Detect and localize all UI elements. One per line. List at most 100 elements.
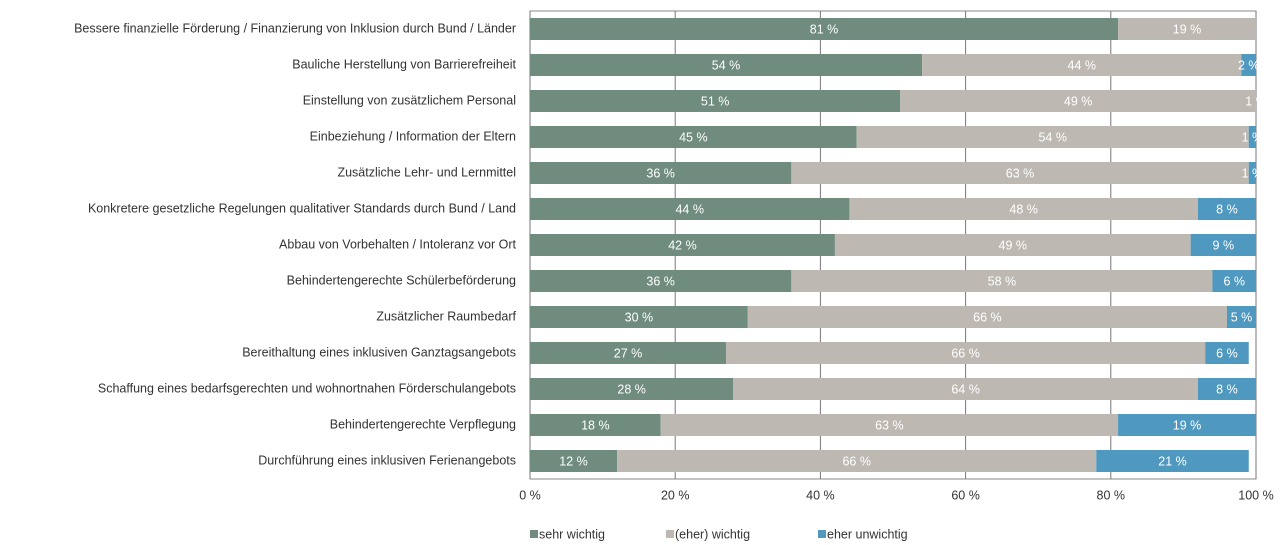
- legend-label: eher unwichtig: [827, 527, 908, 541]
- value-label: 21 %: [1158, 454, 1187, 468]
- bar-segment: [530, 234, 835, 256]
- category-label: Einbeziehung / Information der Eltern: [310, 129, 516, 143]
- value-label: 27 %: [614, 346, 643, 360]
- category-label: Bessere finanzielle Förderung / Finanzie…: [74, 21, 516, 35]
- bar-segment: [530, 198, 850, 220]
- category-label: Bauliche Herstellung von Barrierefreihei…: [292, 57, 516, 71]
- bar-segment: [1212, 270, 1256, 292]
- bar-segment: [530, 450, 618, 472]
- bar-segment: [660, 414, 1119, 436]
- legend-label: sehr wichtig: [539, 527, 605, 541]
- bar-segment: [1205, 342, 1249, 364]
- value-label: 63 %: [1006, 166, 1035, 180]
- value-label: 1 %: [1242, 166, 1264, 180]
- bar-segment: [617, 450, 1097, 472]
- value-label: 18 %: [581, 418, 610, 432]
- bar-segment: [856, 126, 1249, 148]
- value-label: 42 %: [668, 238, 697, 252]
- value-label: 9 %: [1213, 238, 1235, 252]
- value-label: 8 %: [1216, 382, 1238, 396]
- value-label: 19 %: [1173, 22, 1202, 36]
- bar-segment: [1241, 54, 1256, 76]
- bar-segment: [1197, 378, 1256, 400]
- value-label: 6 %: [1223, 274, 1245, 288]
- bar-segment: [530, 162, 792, 184]
- value-label: 49 %: [999, 238, 1028, 252]
- value-label: 64 %: [951, 382, 980, 396]
- value-label: 66 %: [951, 346, 980, 360]
- category-label: Zusätzliche Lehr- und Lernmittel: [337, 165, 516, 179]
- bar-segment: [530, 270, 792, 292]
- value-label: 49 %: [1064, 94, 1093, 108]
- legend-swatch: [818, 530, 826, 538]
- category-label: Einstellung von zusätzlichem Personal: [303, 93, 516, 107]
- value-label: 2 %: [1238, 58, 1260, 72]
- value-label: 51 %: [701, 94, 730, 108]
- bar-segment: [530, 306, 748, 328]
- x-tick-label: 80 %: [1097, 488, 1126, 502]
- bar-segment: [1248, 162, 1256, 184]
- value-label: 5 %: [1231, 310, 1253, 324]
- category-label: Zusätzlicher Raumbedarf: [376, 309, 516, 323]
- value-label: 30 %: [625, 310, 654, 324]
- bars: [530, 18, 1256, 472]
- legend-label: (eher) wichtig: [675, 527, 750, 541]
- value-label: 66 %: [973, 310, 1002, 324]
- bar-segment: [1190, 234, 1256, 256]
- x-tick-label: 40 %: [806, 488, 835, 502]
- value-label: 8 %: [1216, 202, 1238, 216]
- value-label: 6 %: [1216, 346, 1238, 360]
- bar-segment: [1197, 198, 1256, 220]
- value-label: 63 %: [875, 418, 904, 432]
- value-label: 45 %: [679, 130, 708, 144]
- bar-segment: [791, 270, 1213, 292]
- value-label: 36 %: [646, 274, 675, 288]
- bar-segment: [1118, 18, 1256, 40]
- legend-swatch: [530, 530, 538, 538]
- value-label: 58 %: [988, 274, 1017, 288]
- category-label: Schaffung eines bedarfsgerechten und woh…: [98, 381, 516, 395]
- value-label: 81 %: [810, 22, 839, 36]
- value-label: 12 %: [559, 454, 588, 468]
- bar-segment: [530, 378, 734, 400]
- x-tick-label: 20 %: [661, 488, 690, 502]
- labels: 0 % 20 % 40 % 60 % 80 % 100 % Bessere finanzie…: [74, 21, 1274, 541]
- bar-segment: [530, 90, 901, 112]
- bar-segment: [849, 198, 1198, 220]
- value-label: 1 %: [1245, 94, 1267, 108]
- bar-segment: [922, 54, 1242, 76]
- category-label: Abbau von Vorbehalten / Intoleranz vor O…: [279, 237, 516, 251]
- value-label: 36 %: [646, 166, 675, 180]
- value-label: 44 %: [1068, 58, 1097, 72]
- x-tick-label: 100 %: [1238, 488, 1273, 502]
- x-tick-label: 60 %: [951, 488, 980, 502]
- bar-segment: [726, 342, 1206, 364]
- category-label: Konkretere gesetzliche Regelungen qualit…: [88, 201, 516, 215]
- bar-segment: [1118, 414, 1256, 436]
- value-label: 19 %: [1173, 418, 1202, 432]
- value-label: 48 %: [1009, 202, 1038, 216]
- value-label: 66 %: [842, 454, 871, 468]
- bar-segment: [530, 414, 661, 436]
- bar-segment: [733, 378, 1198, 400]
- value-label: 44 %: [675, 202, 704, 216]
- value-label: 54 %: [1038, 130, 1067, 144]
- value-label: 1 %: [1242, 130, 1264, 144]
- category-label: Behindertengerechte Schülerbeförderung: [287, 273, 516, 287]
- legend-swatch: [666, 530, 674, 538]
- category-label: Durchführung eines inklusiven Ferienange…: [258, 453, 516, 467]
- bar-segment: [530, 342, 727, 364]
- bar-segment: [1226, 306, 1256, 328]
- bar-segment: [530, 54, 923, 76]
- category-label: Behindertengerechte Verpflegung: [330, 417, 516, 431]
- value-label: 28 %: [617, 382, 646, 396]
- bar-segment: [900, 90, 1256, 112]
- bar-segment: [530, 18, 1119, 40]
- x-tick-label: 0 %: [519, 488, 541, 502]
- bar-segment: [834, 234, 1191, 256]
- bar-segment: [747, 306, 1227, 328]
- bar-segment: [1248, 126, 1256, 148]
- bar-segment: [791, 162, 1249, 184]
- bar-segment: [530, 126, 857, 148]
